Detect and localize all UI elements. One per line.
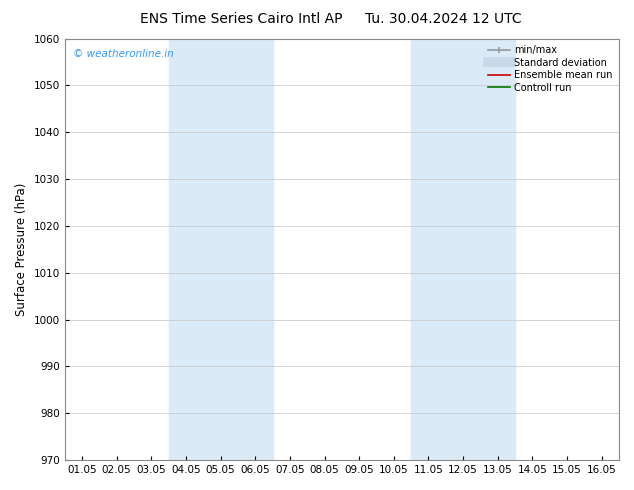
Bar: [169, 39, 273, 460]
Text: ENS Time Series Cairo Intl AP: ENS Time Series Cairo Intl AP: [139, 12, 342, 26]
Text: Tu. 30.04.2024 12 UTC: Tu. 30.04.2024 12 UTC: [365, 12, 522, 26]
Bar: [411, 39, 515, 460]
Legend: min/max, Standard deviation, Ensemble mean run, Controll run: min/max, Standard deviation, Ensemble me…: [484, 42, 616, 97]
Y-axis label: Surface Pressure (hPa): Surface Pressure (hPa): [15, 183, 28, 316]
Text: © weatheronline.in: © weatheronline.in: [73, 49, 174, 59]
